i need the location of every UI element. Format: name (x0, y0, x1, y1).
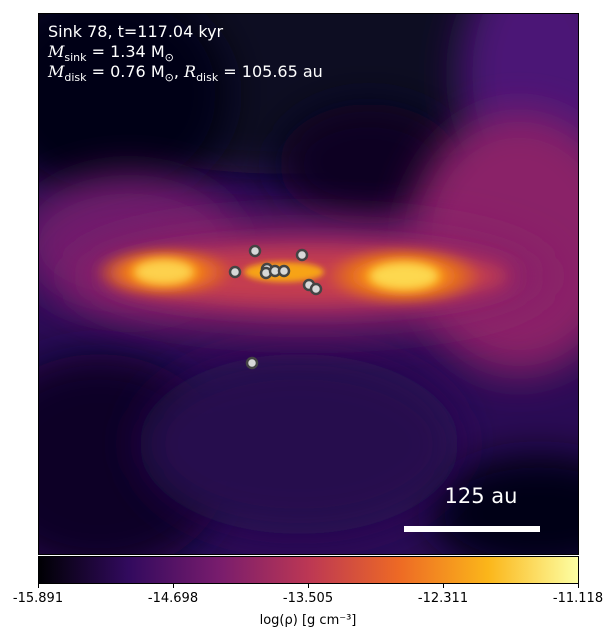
sink-mass-subscript: sink (64, 51, 87, 65)
sink-mass-annotation: Msink = 1.34 M⊙ (48, 42, 174, 67)
sink-mass-symbol: M (48, 42, 65, 61)
disk-radius-subscript: disk (196, 71, 219, 85)
colorbar-tick (578, 584, 579, 588)
disk-radius-symbol: R (184, 62, 197, 81)
colorbar-tick (308, 584, 309, 588)
colorbar-tick-label: -11.118 (552, 591, 604, 606)
colorbar-tick (443, 584, 444, 588)
disk-mass-unit-subscript: ⊙ (164, 71, 174, 85)
scalebar (404, 526, 540, 532)
colorbar-axis-label: log(ρ) [g cm⁻³] (259, 613, 357, 628)
scalebar-label: 125 au (444, 484, 518, 508)
density-map (39, 14, 578, 554)
disk-radius-value: = 105.65 au (218, 62, 323, 81)
sink-marker (295, 248, 309, 262)
sink-marker (228, 265, 242, 279)
colorbar-tick (38, 584, 39, 588)
sink-title: Sink 78, t=117.04 kyr (48, 22, 224, 41)
colorbar-tick-label: -13.505 (282, 591, 334, 606)
disk-mass-symbol: M (48, 62, 65, 81)
colorbar (38, 556, 579, 584)
density-map-panel: Sink 78, t=117.04 kyr Msink = 1.34 M⊙ Md… (38, 13, 579, 555)
sink-marker (277, 264, 291, 278)
disk-mass-subscript: disk (64, 71, 87, 85)
sink-marker (309, 282, 323, 296)
colorbar-tick-label: -12.311 (417, 591, 469, 606)
colorbar-tick (173, 584, 174, 588)
disk-radius-separator: , (173, 62, 185, 81)
sink-marker (245, 356, 259, 370)
disk-mass-value: = 0.76 M (86, 62, 165, 81)
sink-mass-value: = 1.34 M (86, 42, 165, 61)
sink-marker (248, 244, 262, 258)
colorbar-tick-label: -15.891 (12, 591, 64, 606)
colorbar-tick-label: -14.698 (147, 591, 199, 606)
disk-annotation: Mdisk = 0.76 M⊙, Rdisk = 105.65 au (48, 62, 323, 87)
sink-mass-unit-subscript: ⊙ (164, 51, 174, 65)
